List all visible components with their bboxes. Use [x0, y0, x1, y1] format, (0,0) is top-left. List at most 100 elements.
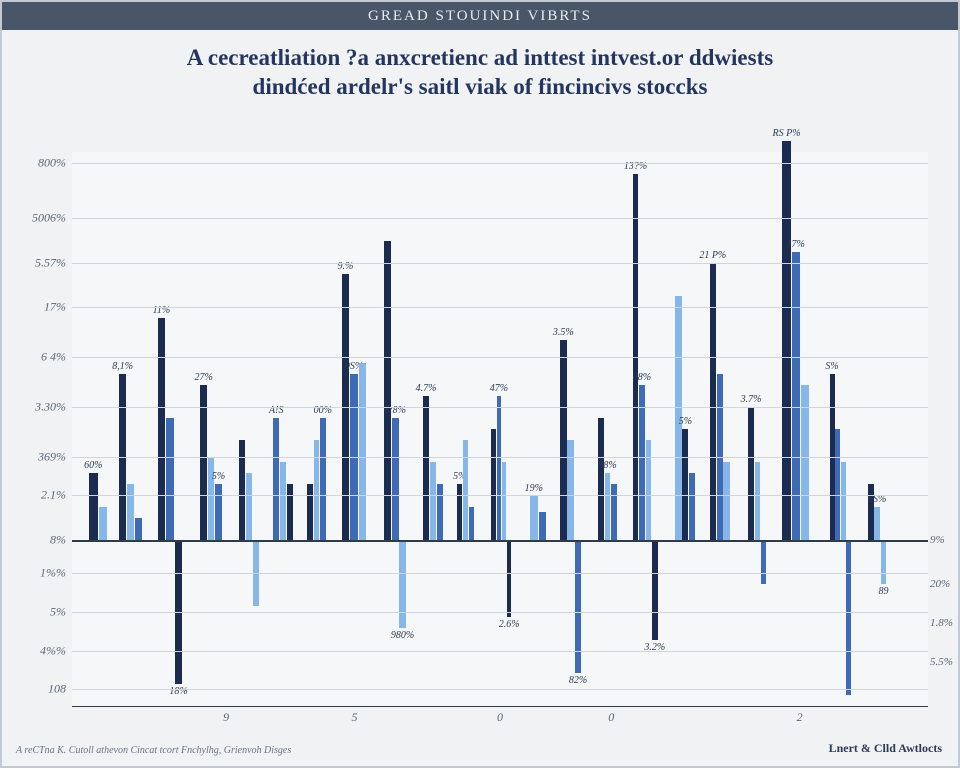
bar-value-label: 47% [490, 383, 508, 394]
gridline [72, 218, 928, 219]
bar [491, 429, 496, 540]
bar-value-label: 5% [212, 471, 225, 482]
gridline [72, 263, 928, 264]
bar-value-label: 82% [569, 675, 587, 686]
bar: 88% [639, 385, 645, 540]
bar-group: 00% [307, 152, 326, 706]
bar-value-label: 5% [679, 416, 692, 427]
bar: 17% [792, 252, 800, 540]
chart-frame: GREAD STOUINDI VIBRTS A cecreatliation ?… [0, 0, 960, 768]
gridline [72, 689, 928, 690]
gridline [72, 307, 928, 308]
bar-value-label: 2.6% [499, 619, 520, 630]
gridline [72, 651, 928, 652]
bar-value-label: 17% [787, 239, 805, 250]
gridline [72, 407, 928, 408]
bar: 21 P% [710, 263, 716, 540]
y-tick-label: 6 4% [41, 349, 66, 364]
bar-value-label: 980% [391, 630, 414, 641]
bar: 89 [881, 540, 887, 584]
y-axis-left: 800%5006%5.57%17%6 4%3.30%369%2.1%8%1%%5… [10, 152, 70, 706]
gridline [72, 573, 928, 574]
y-tick-label-right: 1.8% [930, 617, 953, 629]
y-tick-label: 4%% [40, 643, 66, 658]
footer-note-left: A reCTna K. Cutoll athevon Cincat tcort … [16, 745, 291, 756]
bar [539, 512, 547, 540]
bar-group: 9.%0S% [342, 152, 368, 706]
bar-group: 3.7% [748, 152, 767, 706]
bar-value-label: 3.7% [741, 394, 762, 405]
bar: 2.6% [507, 540, 512, 618]
bar: 19% [530, 496, 538, 540]
bar-value-label: 4.7% [416, 383, 437, 394]
subtitle-line1: A cecreatliation ?a anxcretienc ad intte… [187, 45, 773, 70]
bar-group: 13?%88%3.2% [633, 152, 659, 706]
bar [755, 462, 761, 540]
bar: 5% [682, 429, 688, 540]
bar: 27% [200, 385, 207, 540]
bar [723, 462, 729, 540]
bar-group: RS P%17% [782, 152, 809, 706]
y-tick-label-right: 20% [930, 578, 950, 590]
bar-value-label: 27% [195, 372, 213, 383]
bar: 5% [457, 484, 462, 539]
bar [463, 440, 468, 540]
bar-group: 60% [89, 152, 108, 706]
bar-group: S% [830, 152, 852, 706]
bar [846, 540, 851, 695]
bar-group: 27% 5% [200, 152, 222, 706]
bar: 5% [215, 484, 222, 539]
bar-value-label: 18% [169, 686, 187, 697]
gridline [72, 357, 928, 358]
y-tick-label: 5.57% [35, 255, 66, 270]
bar [246, 473, 252, 539]
bar [761, 540, 767, 584]
bar [502, 462, 507, 540]
x-tick-label: 9 [223, 710, 229, 725]
bar-group [239, 152, 260, 706]
bar-group: 8,1% [119, 152, 143, 706]
bar-group: 5% [675, 152, 696, 706]
bar-value-label: 60% [84, 460, 102, 471]
gridline [72, 163, 928, 164]
bar [611, 484, 617, 539]
plot-canvas: 60%8,1%11%18%27%5%A!S00%9.%0S%8:8%980%4.… [72, 152, 928, 706]
bar-value-label: 19% [525, 483, 543, 494]
y-tick-label: 800% [38, 156, 66, 171]
bar [598, 418, 604, 540]
bar [287, 484, 293, 539]
bar [307, 484, 313, 539]
y-tick-label: 108 [48, 682, 66, 697]
bar [801, 385, 809, 540]
bar [166, 418, 174, 540]
bar [437, 484, 443, 539]
baseline [72, 540, 928, 542]
y-tick-label: 5% [50, 604, 66, 619]
bar-group: 98% [598, 152, 617, 706]
bar [135, 518, 142, 540]
bar: 47% [497, 396, 502, 540]
header-bar: GREAD STOUINDI VIBRTS [2, 2, 958, 30]
footer-note-right: Lnert & Clld Awtlocts [829, 741, 942, 756]
y-tick-label: 2.1% [41, 488, 66, 503]
bar [359, 363, 367, 540]
x-axis: 95002 [72, 706, 928, 732]
y-tick-label-right: 5.5% [930, 656, 953, 668]
bar-group: 19% [530, 152, 547, 706]
bar-group: 21 P% [710, 152, 731, 706]
bar: 98% [605, 473, 611, 539]
bar-value-label: 8,1% [112, 361, 133, 372]
bar [239, 440, 245, 540]
bar [835, 429, 840, 540]
bar [689, 473, 695, 539]
bar-group: 8S%89 [868, 152, 887, 706]
bar-group: 5% [457, 152, 474, 706]
bar-value-label: RS P% [773, 128, 801, 139]
bar: A!S [273, 418, 279, 540]
bar: RS P% [782, 141, 790, 540]
y-tick-label: 17% [44, 300, 66, 315]
y-tick-label: 1%% [40, 566, 66, 581]
bar-value-label: 3.5% [553, 327, 574, 338]
y-tick-label: 3.30% [35, 399, 66, 414]
subtitle-line2: dindćed ardelr's saitl viak of fincinciv… [72, 73, 888, 102]
